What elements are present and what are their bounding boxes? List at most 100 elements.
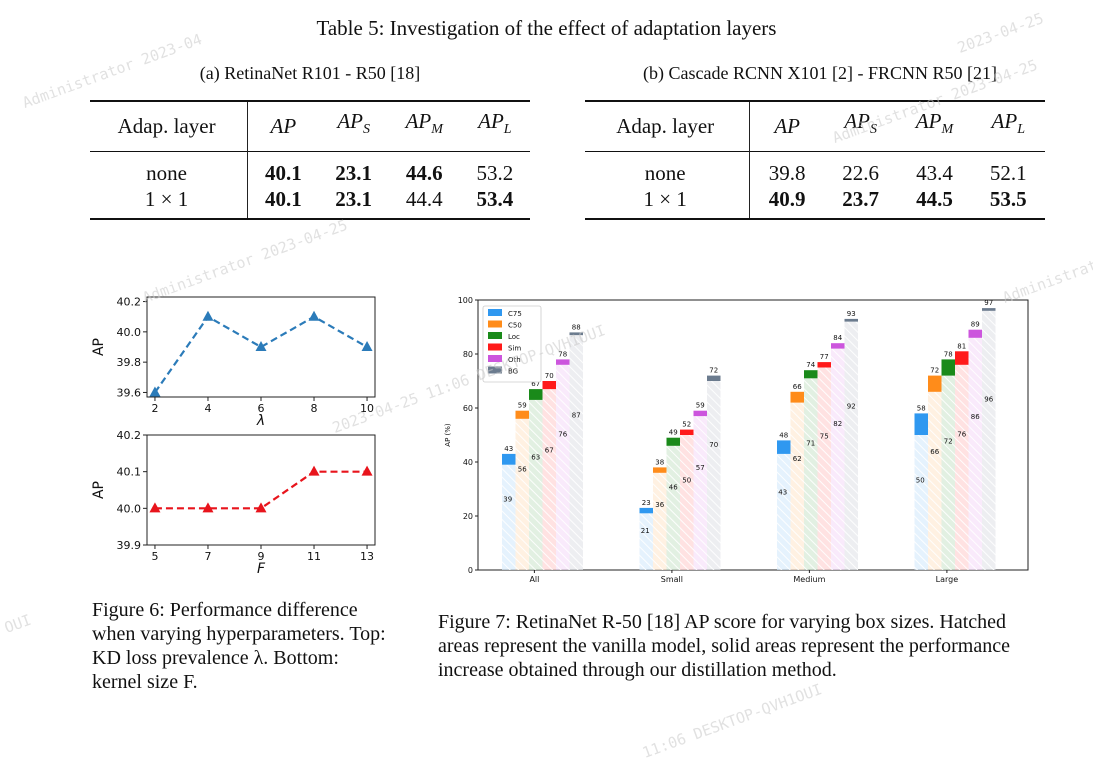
bar-base-hatch [653,472,667,570]
bar-increase [941,359,955,376]
bar-total-label: 59 [696,402,705,410]
y-tick-label: 39.8 [117,356,142,369]
legend-swatch [488,332,502,339]
bar-base-label: 50 [916,476,925,484]
x-tick-label: Large [936,575,959,584]
bar-increase [556,359,570,365]
cell-value: 44.6 [405,161,443,186]
bar-increase [639,507,653,514]
x-tick-label: 8 [311,402,318,415]
legend-label: Oth [508,356,521,364]
x-tick-label: 13 [360,550,374,563]
y-tick-label: 39.6 [117,386,142,399]
bar-increase [804,370,818,379]
row-label: none [585,151,751,187]
data-point [255,502,267,513]
bar-total-label: 78 [558,350,567,358]
bar-total-label: 67 [531,380,540,388]
data-point [202,310,214,321]
table-row: none 39.8 22.6 43.4 52.1 [585,151,1045,187]
bar-base-label: 70 [709,441,718,449]
data-point [255,341,267,351]
legend-label: Sim [508,345,521,353]
plot-frame [477,299,1029,571]
bar-total-label: 58 [917,404,926,412]
table-a-header: AP [248,101,319,152]
bar-base-hatch [928,391,942,570]
figure6-bottom-chart: 5 7 9 11 13 39.9 40.0 40.1 40.2 F AP [91,429,376,577]
header-text: AP [991,109,1018,133]
bar-base-hatch [777,453,791,570]
cell-value: 22.6 [842,161,880,186]
y-axis-label: AP [91,481,107,499]
data-point [149,502,161,513]
bar-total-label: 23 [642,499,651,507]
y-tick-label: 40 [463,458,473,467]
cell-value: 53.2 [476,161,514,186]
bar-base-label: 76 [558,431,567,439]
x-tick-label: All [529,575,539,584]
header-text: AP [774,113,800,138]
data-point [361,341,373,351]
bar-increase [707,375,721,381]
legend-swatch [488,366,502,374]
x-tick-label: 10 [360,402,374,415]
cell-value: 23.7 [842,187,880,212]
y-tick-label: 60 [463,404,473,413]
table-a-caption: (a) RetinaNet R101 - R50 [18] [199,63,421,83]
table-row: 1 × 1 40.1 23.1 44.4 53.4 [90,186,530,220]
row-label: none [90,151,249,187]
cell-value: 53.4 [476,187,514,212]
table-title: Table 5: Investigation of the effect of … [316,16,777,40]
bar-increase [515,410,529,419]
header-text: Adap. layer [616,113,715,138]
bar-increase [666,437,680,446]
cell-value: 44.4 [405,187,443,212]
bar-base-hatch [955,364,969,570]
bar-base-label: 63 [531,453,540,461]
bar-base-label: 56 [518,466,527,474]
bar-increase [777,440,791,454]
bar-base-label: 67 [545,446,554,454]
bar-total-label: 49 [669,429,678,437]
y-tick-label: 0 [468,566,473,575]
bar-total-label: 93 [847,310,856,318]
x-axis-label: λ [256,413,265,429]
bar-base-hatch [515,418,529,570]
figure6-caption: Figure 6: Performance difference when va… [92,599,386,693]
bar-increase [502,453,516,465]
bar-total-label: 59 [518,402,527,410]
bar-base-hatch [790,402,804,570]
bar-increase [982,308,996,311]
watermark: OUI [2,610,34,637]
y-tick-label: 40.1 [117,466,142,479]
x-tick-label: 11 [307,550,321,563]
bar-base-label: 39 [503,496,512,504]
legend-label: Loc [508,333,520,341]
bar-base-label: 75 [820,432,829,440]
data-point [308,310,320,321]
bar-total-label: 88 [572,323,581,331]
bar-base-hatch [556,364,570,570]
bar-total-label: 97 [984,299,993,307]
bar-increase [790,391,804,403]
bar-base-hatch [666,445,680,570]
bar-increase [928,375,942,392]
legend-swatch [488,309,502,316]
y-tick-label: 20 [463,512,473,521]
bar-base-label: 57 [696,464,705,472]
header-subscript: L [503,122,512,138]
figure7-chart: 0 20 40 60 80 100 AP (%) All 43 39 59 56 67 63 70 67 78 7… [444,296,1029,584]
watermark: 11:06 DESKTOP-QVH1OUI [640,680,825,762]
header-subscript: L [1017,122,1025,138]
header-subscript: M [941,122,954,138]
x-tick-label: Medium [793,575,825,584]
cell-value: 40.1 [265,161,302,186]
y-tick-label: 40.0 [117,502,142,515]
bar-increase [831,343,845,349]
bar-base-label: 62 [793,455,802,463]
bar-base-label: 72 [944,438,953,446]
bar-base-label: 50 [682,476,691,484]
cell-value: 39.8 [768,161,806,186]
bar-base-hatch [529,399,543,570]
